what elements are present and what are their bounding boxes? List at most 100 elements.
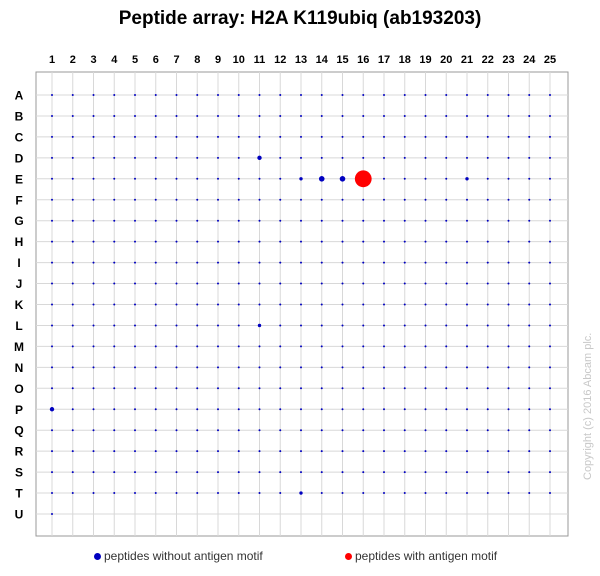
data-point-H3 [92, 240, 95, 243]
data-point-I18 [403, 261, 406, 264]
data-point-P13 [300, 408, 302, 411]
data-point-L3 [92, 324, 95, 327]
data-point-L25 [549, 324, 551, 327]
data-point-R4 [113, 450, 116, 453]
data-point-E10 [237, 177, 240, 180]
data-point-R7 [175, 450, 178, 453]
data-point-J13 [300, 282, 302, 285]
data-point-M25 [549, 345, 551, 348]
col-tick-label: 11 [254, 54, 266, 66]
data-point-B23 [507, 114, 510, 117]
data-point-Q14 [320, 429, 323, 432]
data-point-O17 [383, 387, 385, 390]
data-point-O24 [528, 387, 531, 390]
data-point-O14 [320, 387, 323, 390]
col-tick-label: 17 [378, 54, 390, 66]
data-point-K9 [217, 303, 219, 306]
data-point-N22 [486, 366, 489, 369]
data-point-G2 [71, 219, 74, 222]
data-point-O15 [341, 387, 344, 390]
data-point-B17 [383, 114, 385, 117]
data-point-I15 [341, 261, 344, 264]
data-point-P9 [217, 408, 219, 411]
data-point-R1 [51, 450, 53, 453]
data-point-T16 [362, 492, 365, 495]
data-point-L22 [486, 324, 489, 327]
data-point-D18 [403, 156, 406, 159]
data-point-P2 [71, 408, 74, 411]
data-point-N16 [362, 366, 365, 369]
data-point-C10 [237, 135, 240, 138]
data-point-H10 [237, 240, 240, 243]
data-point-B5 [134, 114, 136, 117]
row-tick-label: R [15, 445, 24, 459]
data-point-K20 [445, 303, 448, 306]
data-point-L24 [528, 324, 531, 327]
data-point-O19 [424, 387, 427, 390]
data-point-I7 [175, 261, 178, 264]
data-point-O3 [92, 387, 95, 390]
col-tick-label: 14 [316, 54, 329, 66]
data-point-H1 [51, 240, 53, 243]
data-point-Q15 [341, 429, 344, 432]
row-tick-label: U [15, 508, 24, 522]
data-point-T8 [196, 492, 199, 495]
data-point-M21 [466, 345, 468, 348]
data-point-A16 [362, 94, 365, 96]
data-point-R15 [341, 450, 344, 453]
data-point-N24 [528, 366, 531, 369]
data-point-C25 [549, 135, 551, 138]
data-point-A6 [154, 94, 157, 96]
data-point-N11 [258, 366, 261, 369]
data-point-K23 [507, 303, 510, 306]
data-point-L2 [71, 324, 74, 327]
data-point-G18 [403, 219, 406, 222]
data-point-M16 [362, 345, 365, 348]
data-point-O25 [549, 387, 551, 390]
data-point-K18 [403, 303, 406, 306]
data-point-H9 [217, 240, 219, 243]
data-point-Q8 [196, 429, 199, 432]
data-point-A15 [341, 94, 344, 96]
row-tick-label: O [14, 382, 23, 396]
col-tick-label: 10 [233, 54, 245, 66]
data-point-F3 [92, 198, 95, 201]
data-point-Q18 [403, 429, 406, 432]
data-point-M5 [134, 345, 136, 348]
data-point-N5 [134, 366, 136, 369]
data-point-L15 [341, 324, 344, 327]
data-point-H21 [466, 240, 468, 243]
data-point-M14 [320, 345, 323, 348]
data-point-I22 [486, 261, 489, 264]
data-point-C23 [507, 135, 510, 138]
col-tick-label: 13 [295, 54, 307, 66]
data-point-H8 [196, 240, 199, 243]
data-point-I11 [258, 261, 261, 264]
col-tick-label: 22 [482, 54, 494, 66]
data-point-D12 [279, 156, 282, 159]
data-point-E22 [486, 177, 489, 180]
data-point-J20 [445, 282, 448, 285]
data-point-L7 [175, 324, 178, 327]
chart-title: Peptide array: H2A K119ubiq (ab193203) [118, 8, 482, 29]
data-point-R18 [403, 450, 406, 453]
data-point-Q25 [549, 429, 551, 432]
data-point-S21 [466, 471, 468, 474]
data-point-R19 [424, 450, 427, 453]
data-point-B25 [549, 114, 551, 117]
data-point-K14 [320, 303, 323, 306]
data-point-I1 [51, 261, 53, 264]
data-point-C1 [51, 135, 53, 138]
data-point-F20 [445, 198, 448, 201]
data-point-S22 [486, 471, 489, 474]
data-point-N15 [341, 366, 344, 369]
data-point-R8 [196, 450, 199, 453]
data-point-B10 [237, 114, 240, 117]
data-point-D17 [383, 156, 385, 159]
row-tick-label: T [15, 487, 23, 501]
data-point-P22 [486, 408, 489, 411]
col-tick-label: 8 [194, 54, 200, 66]
data-point-N14 [320, 366, 323, 369]
data-point-H17 [383, 240, 385, 243]
data-point-K22 [486, 303, 489, 306]
